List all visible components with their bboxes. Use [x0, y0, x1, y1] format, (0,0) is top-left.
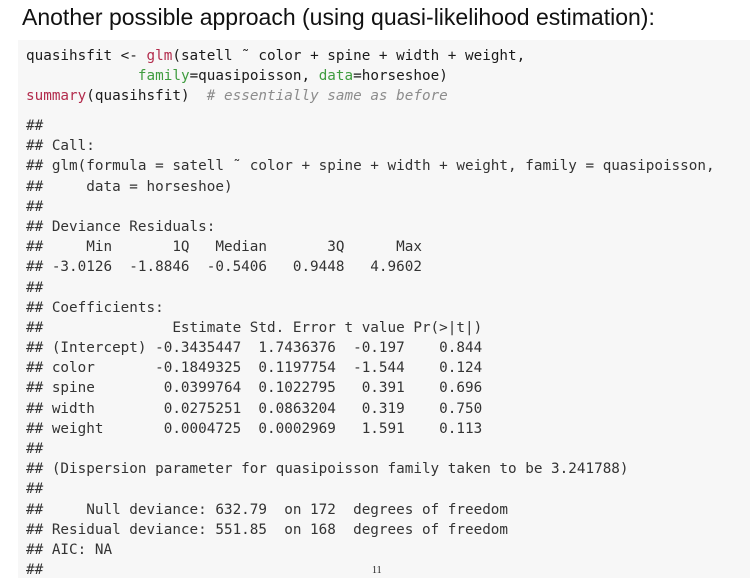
output-line: ## -3.0126 -1.8846 -0.5406 0.9448 4.9602	[26, 259, 422, 276]
code-block: quasihsfit <- glm(satell ˜ color + spine…	[26, 46, 525, 107]
code-token: family	[137, 68, 190, 85]
code-token: (quasihsfit)	[86, 88, 207, 105]
output-line: ##	[26, 481, 44, 498]
output-line: ## width 0.0275251 0.0863204 0.319 0.750	[26, 400, 483, 417]
output-line: ## data = horseshoe)	[26, 178, 233, 195]
output-line: ##	[26, 198, 44, 215]
output-block: ## ## Call: ## glm(formula = satell ˜ colo…	[26, 116, 715, 580]
output-line: ## Call:	[26, 138, 95, 155]
output-line: ## AIC: NA	[26, 541, 113, 558]
page-number: 11	[372, 565, 382, 576]
output-line: ## Residual deviance: 551.85 on 168 degr…	[26, 521, 509, 538]
output-line: ## Null deviance: 632.79 on 172 degrees …	[26, 501, 509, 518]
code-token: glm	[146, 48, 173, 64]
output-line: ## Coefficients:	[26, 299, 164, 316]
code-box: quasihsfit <- glm(satell ˜ color + spine…	[18, 40, 750, 578]
code-token	[26, 68, 138, 84]
output-line: ## spine 0.0399764 0.1022795 0.391 0.696	[26, 380, 483, 397]
output-line: ## Deviance Residuals:	[26, 218, 216, 235]
code-token: =quasipoisson,	[189, 68, 319, 85]
code-token: quasihsfit <-	[26, 48, 147, 64]
output-line: ## Estimate Std. Error t value Pr(>|t|)	[26, 319, 483, 336]
code-token: data	[318, 68, 354, 85]
code-token: (satell ˜ color + spine + width + weight…	[172, 48, 526, 64]
code-token: # essentially same as before	[206, 88, 448, 105]
output-line: ## glm(formula = satell ˜ color + spine …	[26, 158, 715, 175]
code-token: =horseshoe)	[353, 68, 448, 85]
output-line: ## color -0.1849325 0.1197754 -1.544 0.1…	[26, 360, 483, 377]
output-line: ##	[26, 441, 44, 457]
output-line: ##	[26, 562, 44, 579]
code-line: summary(quasihsfit) # essentially same a…	[26, 86, 525, 106]
output-line: ## weight 0.0004725 0.0002969 1.591 0.11…	[26, 420, 483, 437]
output-line: ##	[26, 118, 44, 134]
code-line: family=quasipoisson, data=horseshoe)	[26, 66, 525, 86]
output-line: ##	[26, 279, 44, 296]
code-line: quasihsfit <- glm(satell ˜ color + spine…	[26, 46, 525, 66]
output-line: ## (Intercept) -0.3435447 1.7436376 -0.1…	[26, 340, 483, 357]
slide-title: Another possible approach (using quasi-l…	[22, 4, 655, 30]
code-token: summary	[26, 88, 87, 105]
output-line: ## (Dispersion parameter for quasipoisso…	[26, 461, 629, 478]
output-line: ## Min 1Q Median 3Q Max	[26, 239, 422, 256]
